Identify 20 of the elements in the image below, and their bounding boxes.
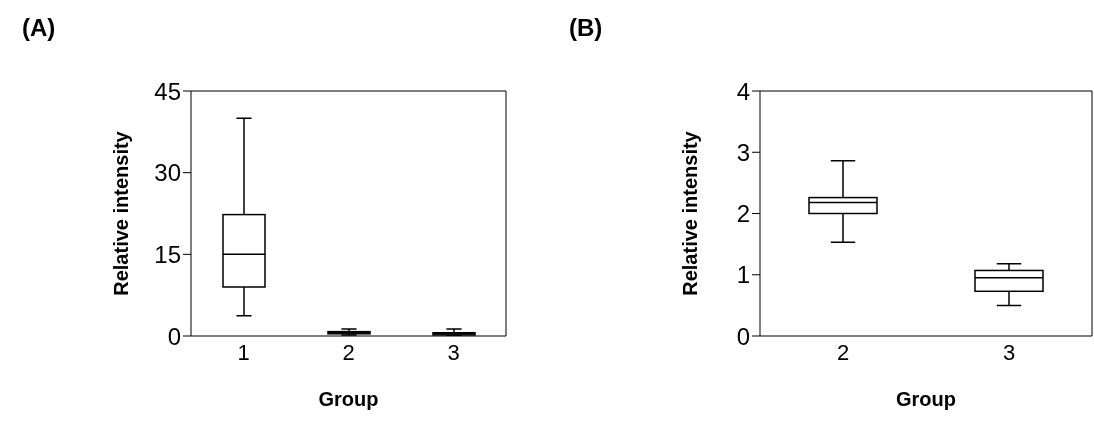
y-tick-label: 45 (154, 77, 181, 105)
x-axis-title: Group (318, 388, 379, 410)
x-tick-label: 2 (342, 339, 355, 365)
chart-title: (A) (22, 14, 56, 42)
x-tick-label: 3 (1002, 339, 1016, 365)
y-tick-label: 1 (736, 261, 750, 289)
y-tick-label: 30 (154, 159, 181, 187)
x-tick-label: 1 (237, 339, 250, 365)
y-tick-label: 15 (154, 240, 181, 268)
y-tick-label: 0 (736, 322, 750, 350)
y-tick-label: 3 (736, 138, 750, 166)
y-axis-title: Relative intensity (110, 130, 133, 296)
y-tick-label: 0 (167, 322, 181, 350)
x-tick-label: 3 (447, 339, 460, 365)
x-tick-label: 2 (836, 339, 850, 365)
y-tick-label: 2 (736, 200, 750, 228)
y-axis-title: Relative intensity (679, 130, 702, 296)
y-tick-label: 4 (736, 77, 750, 105)
chart-title: (B) (569, 14, 603, 42)
x-axis-title: Group (896, 388, 956, 410)
